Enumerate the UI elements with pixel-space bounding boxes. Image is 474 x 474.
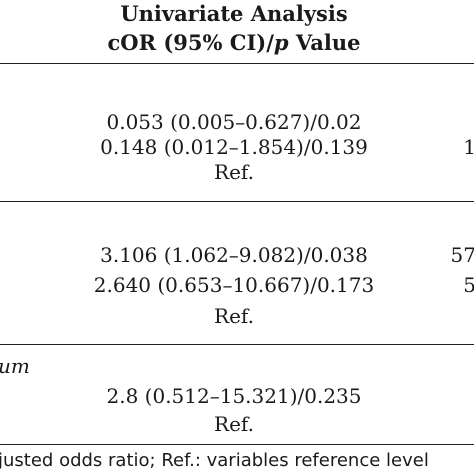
column-header-title: Univariate Analysis [120, 1, 348, 26]
table-cell: Ref. [214, 160, 254, 184]
table-bottom-rule [0, 444, 474, 445]
row-label: um [0, 354, 30, 378]
table-footnote: justed odds ratio; Ref.: variables refer… [0, 450, 429, 471]
table-cell: 0.053 (0.005–0.627)/0.02 [106, 110, 362, 134]
table-cell: 0.148 (0.012–1.854)/0.139 [100, 135, 368, 159]
table-cell: 2.640 (0.653–10.667)/0.173 [93, 273, 375, 297]
header-value-label: Value [288, 30, 361, 55]
group-divider [0, 344, 474, 345]
table-cell-clipped: 1 [463, 135, 474, 159]
table-cell: 2.8 (0.512–15.321)/0.235 [106, 384, 362, 408]
table-cell: Ref. [214, 412, 254, 436]
table-cell-clipped: 57 [450, 243, 474, 267]
table-cell: 3.106 (1.062–9.082)/0.038 [100, 243, 368, 267]
header-cor-label: cOR (95% CI)/ [107, 30, 274, 55]
table-cell: Ref. [214, 304, 254, 328]
column-header-subtitle: cOR (95% CI)/p Value [0, 31, 471, 55]
table-cell-clipped: 5 [463, 273, 474, 297]
header-rule [0, 63, 474, 64]
group-divider [0, 201, 474, 202]
header-p-label: p [273, 30, 289, 55]
